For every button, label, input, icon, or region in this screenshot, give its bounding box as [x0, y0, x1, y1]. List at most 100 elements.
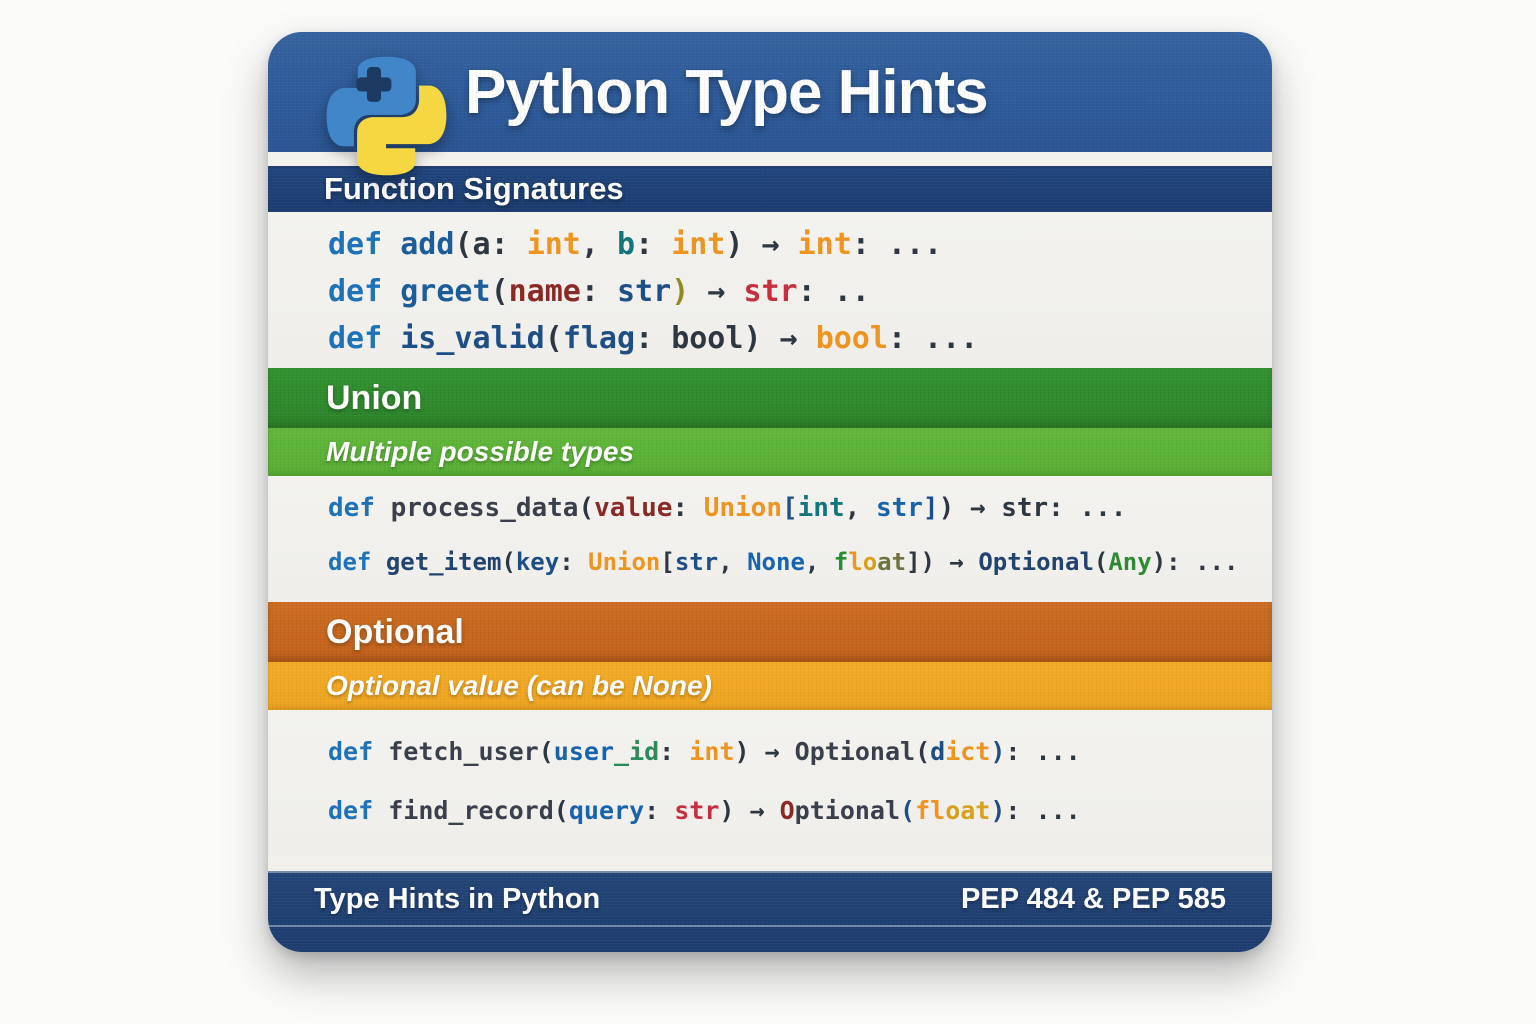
code-token: bool: [671, 321, 744, 356]
code-token: :: [672, 493, 704, 523]
code-token: [382, 274, 400, 309]
code-line: def find_record(query: str) → Optional(f…: [268, 781, 1272, 840]
code-token: [371, 548, 385, 576]
code-line: def fetch_user(user_id: int) → Optional(…: [268, 722, 1272, 781]
code-token: [373, 796, 388, 825]
python-logo-icon: [318, 55, 455, 177]
section-title: Union: [326, 378, 423, 417]
code-token: l: [848, 548, 863, 576]
code-token: is_valid: [400, 321, 545, 356]
code-token: get_item: [385, 548, 502, 576]
code-token: find_record: [388, 796, 554, 825]
code-token: def: [328, 493, 375, 523]
code-line: def is_valid(flag: bool) → bool: ...: [268, 315, 1272, 362]
code-block-optional: def fetch_user(user_id: int) → Optional(…: [268, 710, 1272, 855]
header-divider: [268, 152, 1272, 166]
section-title: Function Signatures: [324, 171, 624, 206]
code-token: :: [559, 548, 589, 576]
code-token: ): [990, 796, 1006, 825]
code-token: ,: [804, 548, 834, 576]
code-token: Optional: [794, 737, 916, 766]
code-token: f: [833, 548, 849, 576]
code-token: int: [797, 227, 852, 262]
code-token: ) →: [734, 737, 795, 766]
plus-icon: [356, 66, 392, 102]
code-token: : ...: [1005, 796, 1081, 825]
section-subheader-union: Multiple possible types: [268, 428, 1272, 476]
code-token: bool: [815, 321, 888, 356]
code-token: key: [515, 548, 560, 576]
code-token: b: [617, 227, 636, 262]
code-token: Optional: [978, 548, 1094, 576]
card-footer: Type Hints in Python PEP 484 & PEP 585: [268, 871, 1272, 952]
code-line: def greet(name: str) → str: ..: [268, 268, 1272, 315]
code-token: def: [328, 796, 374, 825]
code-token: at: [877, 548, 907, 576]
code-token: (: [900, 796, 916, 825]
code-token: (: [1093, 548, 1109, 576]
code-token: (: [490, 274, 509, 309]
code-token: Any: [1108, 548, 1152, 576]
code-token: ): ...: [1151, 548, 1239, 576]
code-token: int: [797, 493, 845, 523]
section-header-function-signatures: Function Signatures: [268, 166, 1272, 212]
code-token: (: [553, 796, 569, 825]
code-token: ) →: [743, 321, 816, 356]
code-token: oat: [945, 796, 991, 825]
code-token: int: [526, 227, 581, 262]
code-token: ,: [718, 548, 748, 576]
code-token: int: [671, 227, 726, 262]
code-token: add: [400, 227, 455, 262]
code-token: def: [328, 274, 383, 309]
code-token: : ...: [1048, 493, 1127, 523]
code-block-union: def process_data(value: Union[int, str])…: [268, 476, 1272, 602]
section-subtitle: Optional value (can be None): [326, 670, 712, 701]
section-title: Optional: [326, 612, 464, 651]
code-token: (: [538, 737, 554, 766]
code-token: [382, 321, 400, 356]
code-token: :: [644, 796, 675, 825]
code-token: ,: [580, 227, 617, 262]
code-token: ): [725, 227, 762, 262]
code-token: (: [501, 548, 516, 576]
code-token: fetch_user: [388, 737, 539, 766]
code-token: : ..: [797, 274, 870, 309]
code-token: str: [674, 796, 720, 825]
code-token: flag: [562, 321, 636, 356]
code-token: query: [568, 796, 645, 825]
code-token: [780, 227, 798, 262]
code-token: :: [635, 321, 672, 356]
code-token: ]) →: [906, 548, 979, 576]
code-token: (: [544, 321, 563, 356]
code-token: :: [490, 227, 527, 262]
code-token: _id: [614, 737, 660, 766]
code-token: →: [689, 274, 744, 309]
code-token: str: [1001, 493, 1049, 523]
code-token: Union: [588, 548, 661, 576]
code-token: [373, 737, 388, 766]
code-token: ) →: [938, 493, 1002, 523]
section-header-union: Union: [268, 368, 1272, 428]
code-block-function-signatures: def add(a: int, b: int) → int: ... def gr…: [268, 212, 1272, 368]
code-token: :: [659, 737, 690, 766]
code-token: def: [328, 737, 374, 766]
code-token: str: [617, 274, 672, 309]
code-token: def: [328, 548, 372, 576]
code-token: (: [454, 227, 473, 262]
page-title: Python Type Hints: [465, 57, 989, 127]
code-token: :: [635, 227, 672, 262]
cheatsheet-card: Python Type Hints Function Signatures de…: [268, 32, 1272, 952]
code-token: user: [553, 737, 615, 766]
code-token: [: [660, 548, 675, 576]
code-line: def process_data(value: Union[int, str])…: [268, 481, 1272, 535]
code-token: value: [594, 493, 673, 523]
code-token: ptional: [794, 796, 901, 825]
code-token: ): [990, 737, 1006, 766]
code-token: def: [328, 321, 383, 356]
code-token: Union: [703, 493, 782, 523]
footer-band: Type Hints in Python PEP 484 & PEP 585: [268, 871, 1272, 927]
code-token: o: [862, 548, 878, 576]
code-token: (: [578, 493, 595, 523]
code-token: name: [508, 274, 581, 309]
